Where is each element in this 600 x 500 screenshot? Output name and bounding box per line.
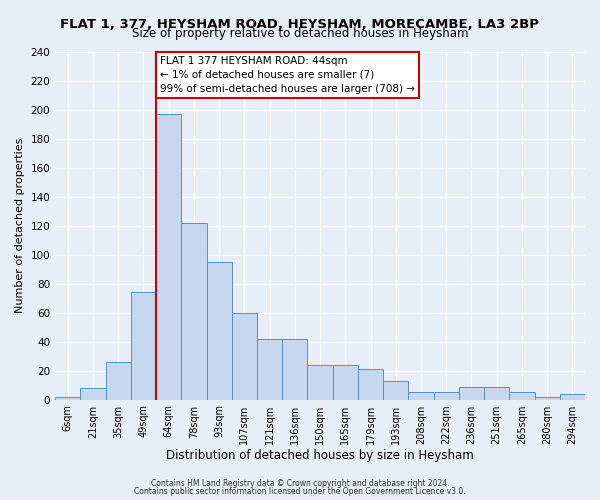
Bar: [459, 386, 484, 400]
Bar: [282, 338, 307, 400]
Text: FLAT 1, 377, HEYSHAM ROAD, HEYSHAM, MORECAMBE, LA3 2BP: FLAT 1, 377, HEYSHAM ROAD, HEYSHAM, MORE…: [61, 18, 539, 30]
Bar: [560, 394, 585, 400]
Text: Contains public sector information licensed under the Open Government Licence v3: Contains public sector information licen…: [134, 487, 466, 496]
Bar: [383, 380, 409, 400]
Bar: [434, 392, 459, 400]
Bar: [535, 396, 560, 400]
Bar: [484, 386, 509, 400]
X-axis label: Distribution of detached houses by size in Heysham: Distribution of detached houses by size …: [166, 450, 474, 462]
Bar: [232, 312, 257, 400]
Bar: [131, 292, 156, 400]
Y-axis label: Number of detached properties: Number of detached properties: [15, 138, 25, 313]
Bar: [509, 392, 535, 400]
Text: Contains HM Land Registry data © Crown copyright and database right 2024.: Contains HM Land Registry data © Crown c…: [151, 479, 449, 488]
Text: FLAT 1 377 HEYSHAM ROAD: 44sqm
← 1% of detached houses are smaller (7)
99% of se: FLAT 1 377 HEYSHAM ROAD: 44sqm ← 1% of d…: [160, 56, 415, 94]
Bar: [55, 396, 80, 400]
Bar: [409, 392, 434, 400]
Bar: [181, 222, 206, 400]
Bar: [307, 365, 332, 400]
Bar: [156, 114, 181, 400]
Bar: [332, 365, 358, 400]
Bar: [358, 369, 383, 400]
Bar: [206, 262, 232, 400]
Bar: [80, 388, 106, 400]
Text: Size of property relative to detached houses in Heysham: Size of property relative to detached ho…: [132, 28, 468, 40]
Bar: [106, 362, 131, 400]
Bar: [257, 338, 282, 400]
